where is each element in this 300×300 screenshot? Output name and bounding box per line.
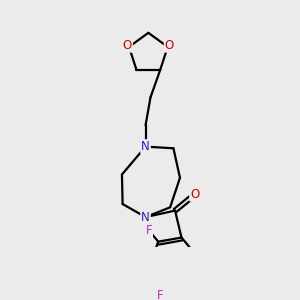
- Text: F: F: [146, 224, 152, 237]
- Text: F: F: [157, 289, 164, 300]
- Text: O: O: [123, 39, 132, 52]
- Text: N: N: [141, 140, 150, 153]
- Text: O: O: [165, 39, 174, 52]
- Text: N: N: [141, 211, 150, 224]
- Text: O: O: [190, 188, 200, 201]
